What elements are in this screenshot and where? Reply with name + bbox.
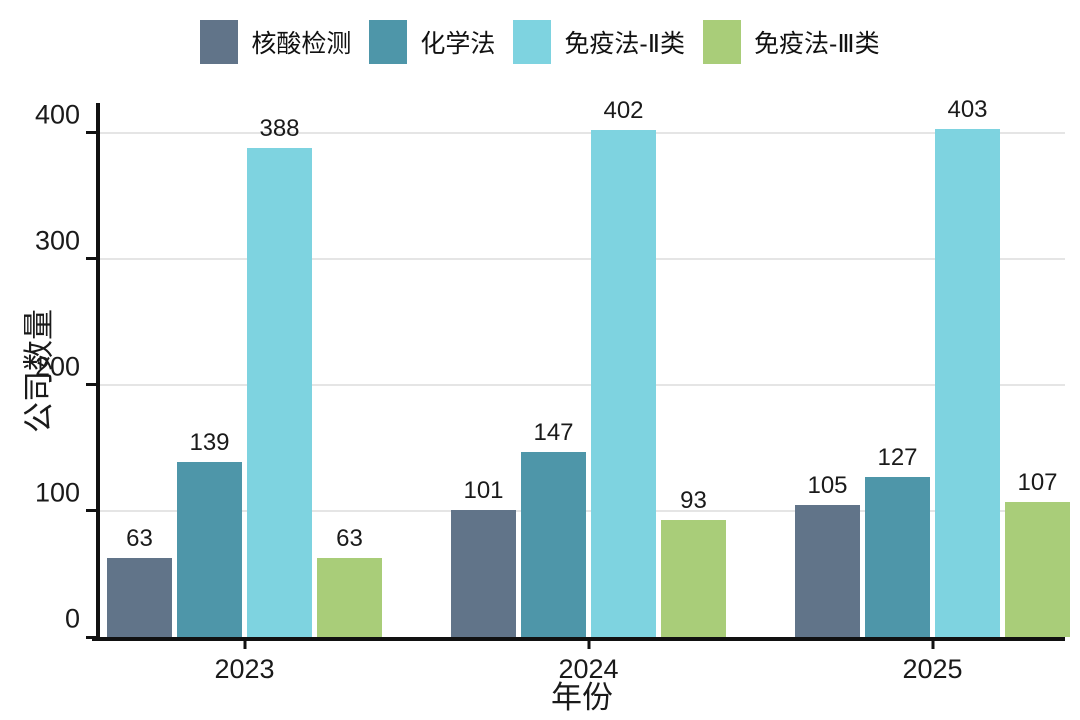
x-axis-line bbox=[92, 637, 1065, 641]
bar-value-label: 403 bbox=[947, 95, 988, 123]
plot-area: 0 100 200 300 400 63 139 388 63 2023 101 147 402 93 20… bbox=[35, 96, 1070, 684]
y-tick bbox=[86, 131, 96, 135]
bar-value-label: 63 bbox=[336, 524, 363, 552]
bar-2023-0 bbox=[107, 557, 172, 637]
y-tick bbox=[86, 383, 96, 387]
bar-2025-3 bbox=[1005, 502, 1070, 637]
bar-value-label: 105 bbox=[807, 471, 848, 499]
bar-value-label: 101 bbox=[463, 476, 504, 504]
y-tick-label: 300 bbox=[34, 225, 80, 256]
x-tick-label: 2025 bbox=[902, 654, 963, 684]
x-tick bbox=[243, 641, 246, 649]
legend-swatch-icon bbox=[369, 20, 408, 64]
bar-2025-0 bbox=[795, 504, 860, 637]
legend-item-0: 核酸检测 bbox=[200, 20, 351, 64]
y-tick-label: 100 bbox=[34, 477, 80, 508]
gridline bbox=[100, 257, 1065, 260]
y-tick bbox=[86, 509, 96, 513]
y-tick-label: 200 bbox=[34, 351, 80, 382]
gridline bbox=[100, 383, 1065, 386]
bar-2024-0 bbox=[451, 509, 516, 637]
legend-item-1: 化学法 bbox=[369, 20, 495, 64]
bar-2024-2 bbox=[591, 130, 656, 637]
bar-value-label: 93 bbox=[680, 486, 707, 514]
y-tick bbox=[86, 635, 96, 639]
bar-value-label: 63 bbox=[126, 524, 153, 552]
legend-item-3: 免疫法-Ⅲ类 bbox=[703, 20, 880, 64]
legend-label: 免疫法-Ⅲ类 bbox=[754, 30, 880, 58]
bar-value-label: 107 bbox=[1017, 469, 1058, 497]
bar-2024-1 bbox=[521, 451, 586, 637]
bar-2023-3 bbox=[317, 557, 382, 637]
x-tick-label: 2023 bbox=[214, 654, 275, 684]
y-tick bbox=[86, 257, 96, 261]
bar-2024-3 bbox=[661, 519, 726, 637]
bar-value-label: 127 bbox=[877, 443, 918, 471]
x-axis-title: 年份 bbox=[551, 680, 613, 715]
legend-label: 化学法 bbox=[420, 30, 496, 58]
x-tick bbox=[931, 641, 934, 649]
gridline bbox=[100, 131, 1065, 134]
y-tick-label: 0 bbox=[64, 603, 80, 634]
x-tick bbox=[587, 641, 590, 649]
bar-value-label: 388 bbox=[259, 114, 300, 142]
legend-item-2: 免疫法-Ⅱ类 bbox=[513, 20, 685, 64]
bar-value-label: 402 bbox=[603, 97, 644, 125]
bar-2023-1 bbox=[177, 461, 242, 637]
x-tick-label: 2024 bbox=[558, 654, 619, 684]
y-axis-line bbox=[96, 103, 100, 639]
y-axis-title: 公司数量 bbox=[21, 309, 57, 433]
legend-label: 核酸检测 bbox=[251, 30, 352, 58]
bar-2023-2 bbox=[247, 147, 312, 637]
legend-swatch-icon bbox=[703, 20, 742, 64]
y-tick-label: 400 bbox=[34, 99, 80, 130]
bar-2025-1 bbox=[865, 476, 930, 637]
legend-swatch-icon bbox=[513, 20, 552, 64]
bar-2025-2 bbox=[935, 128, 1000, 637]
legend-label: 免疫法-Ⅱ类 bbox=[564, 30, 686, 58]
bar-value-label: 147 bbox=[533, 418, 574, 446]
legend-swatch-icon bbox=[200, 20, 239, 64]
legend: 核酸检测 化学法 免疫法-Ⅱ类 免疫法-Ⅲ类 bbox=[0, 20, 1080, 64]
bar-value-label: 139 bbox=[189, 428, 230, 456]
